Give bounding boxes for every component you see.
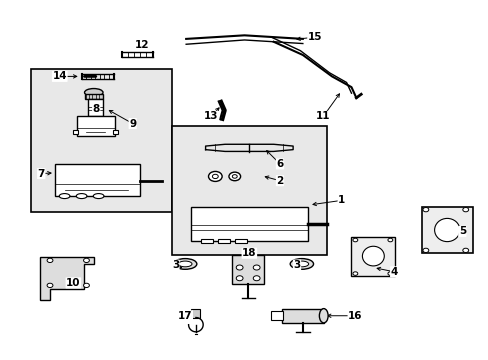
Ellipse shape: [232, 175, 237, 178]
Text: 9: 9: [129, 118, 136, 129]
Ellipse shape: [352, 272, 357, 275]
Bar: [232, 255, 264, 284]
Bar: [271, 311, 283, 320]
Ellipse shape: [294, 261, 308, 267]
Text: 18: 18: [242, 248, 256, 258]
Text: 10: 10: [66, 278, 81, 288]
Text: 15: 15: [307, 32, 322, 42]
Text: 14: 14: [52, 71, 67, 81]
Text: 8: 8: [92, 104, 100, 113]
Bar: [351, 237, 394, 276]
Ellipse shape: [462, 248, 468, 252]
Text: 3: 3: [293, 260, 300, 270]
Ellipse shape: [59, 194, 70, 199]
Ellipse shape: [212, 174, 218, 179]
Bar: [55, 164, 140, 196]
Bar: [113, 130, 118, 134]
Polygon shape: [40, 257, 94, 300]
Text: 2: 2: [276, 176, 283, 186]
Text: 13: 13: [204, 111, 218, 121]
Ellipse shape: [422, 207, 428, 212]
Ellipse shape: [362, 246, 384, 266]
Text: 5: 5: [458, 226, 465, 237]
Text: 7: 7: [38, 168, 45, 179]
Ellipse shape: [208, 171, 222, 181]
Ellipse shape: [352, 238, 357, 242]
Bar: [84, 94, 103, 99]
Ellipse shape: [387, 238, 392, 242]
Bar: [191, 207, 307, 241]
Ellipse shape: [83, 258, 89, 262]
Bar: [191, 309, 200, 318]
Ellipse shape: [422, 248, 428, 252]
Bar: [421, 207, 472, 253]
Ellipse shape: [228, 172, 240, 181]
Ellipse shape: [462, 207, 468, 212]
Ellipse shape: [387, 272, 392, 275]
Ellipse shape: [253, 265, 260, 270]
Text: 12: 12: [135, 40, 149, 50]
Text: 1: 1: [337, 195, 345, 205]
Bar: [282, 309, 323, 323]
Bar: [217, 239, 229, 243]
FancyBboxPatch shape: [30, 69, 171, 212]
Ellipse shape: [84, 89, 103, 96]
Ellipse shape: [289, 258, 313, 269]
Bar: [73, 130, 78, 134]
Text: 17: 17: [178, 311, 192, 321]
Ellipse shape: [93, 194, 104, 199]
FancyBboxPatch shape: [171, 126, 326, 255]
Ellipse shape: [319, 309, 327, 323]
Ellipse shape: [47, 258, 53, 262]
Text: 6: 6: [276, 159, 283, 169]
Ellipse shape: [236, 265, 243, 270]
Bar: [88, 99, 102, 116]
Text: 11: 11: [315, 111, 330, 121]
Bar: [201, 239, 212, 243]
Ellipse shape: [253, 276, 260, 281]
Ellipse shape: [83, 283, 89, 288]
Text: 3: 3: [171, 260, 179, 270]
Ellipse shape: [47, 283, 53, 288]
Ellipse shape: [236, 276, 243, 281]
Bar: [234, 239, 246, 243]
Bar: [77, 116, 115, 136]
Text: 16: 16: [347, 311, 362, 321]
Ellipse shape: [178, 261, 192, 267]
Ellipse shape: [434, 219, 459, 242]
Text: 4: 4: [390, 267, 397, 277]
Ellipse shape: [76, 194, 87, 199]
Ellipse shape: [173, 258, 197, 269]
